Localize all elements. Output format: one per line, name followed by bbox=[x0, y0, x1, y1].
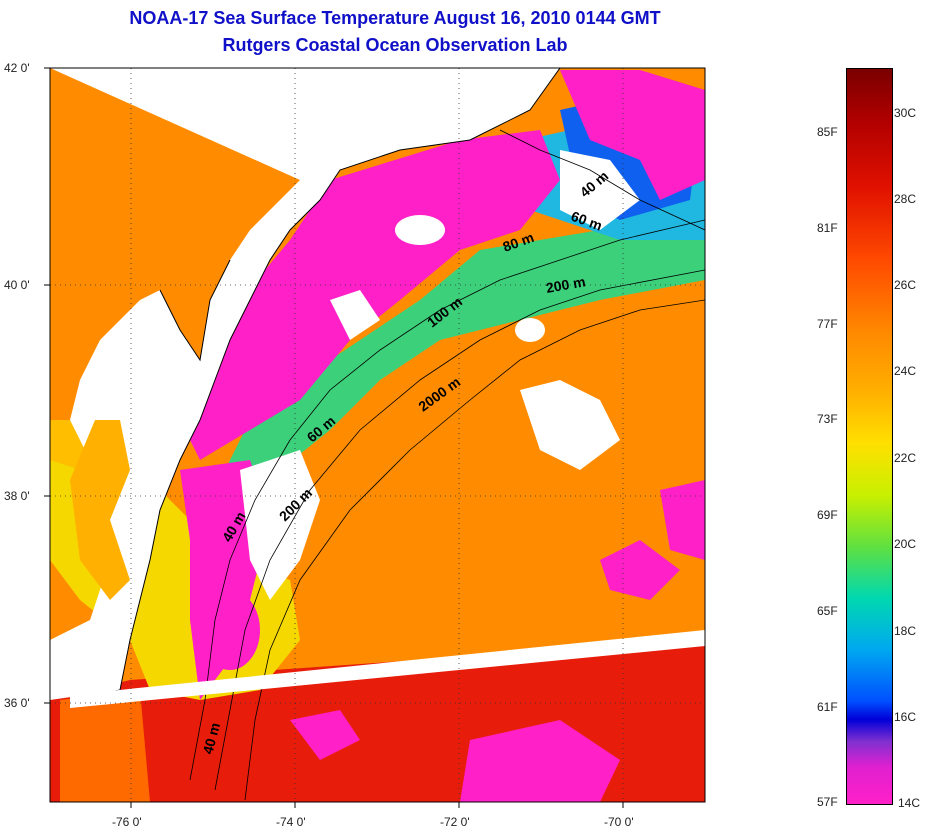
no-data-patch bbox=[520, 380, 620, 470]
lon-tick-label: -74 0' bbox=[276, 815, 306, 829]
bay-water bbox=[70, 420, 130, 600]
no-data-patch bbox=[560, 150, 640, 230]
lat-tick-label: 38 0' bbox=[4, 489, 30, 503]
lat-tick-label: 40 0' bbox=[4, 278, 30, 292]
shelf-transition-water bbox=[210, 200, 705, 520]
map-frame bbox=[49, 67, 706, 803]
colorbar-f-label: 81F bbox=[817, 221, 838, 235]
cloud-mask bbox=[600, 540, 680, 600]
cloud-mask bbox=[200, 590, 260, 670]
coastline bbox=[159, 259, 231, 362]
satellite-swath-gap bbox=[70, 630, 705, 708]
isobath-line bbox=[499, 129, 705, 231]
colorbar-c-label: 28C bbox=[894, 192, 917, 206]
colorbar-c-label: 18C bbox=[894, 624, 917, 638]
cloud-mask bbox=[180, 130, 560, 460]
no-data-patch bbox=[515, 318, 545, 342]
colorbar-f-label: 69F bbox=[817, 508, 838, 522]
isobath-line bbox=[214, 269, 705, 791]
colorbar-f-label: 65F bbox=[817, 604, 838, 618]
bay-warm-water bbox=[60, 690, 150, 802]
colorbar-f-label: 77F bbox=[817, 317, 838, 331]
colorbar-f-label: 73F bbox=[817, 412, 838, 426]
map-title: NOAA-17 Sea Surface Temperature August 1… bbox=[129, 8, 661, 28]
colorbar-f-label: 61F bbox=[817, 700, 838, 714]
no-data-patch bbox=[395, 215, 445, 245]
colorbar-c-label: 24C bbox=[894, 364, 917, 378]
isobath-label: 200 m bbox=[545, 273, 587, 296]
colorbar-c-label: 26C bbox=[894, 278, 917, 292]
graticule bbox=[50, 68, 705, 802]
cloud-mask bbox=[460, 720, 620, 802]
map-subtitle: Rutgers Coastal Ocean Observation Lab bbox=[222, 35, 568, 55]
colorbar-c-label: 16C bbox=[894, 710, 917, 724]
lat-tick-label: 42 0' bbox=[4, 61, 30, 75]
colorbar-f-label: 85F bbox=[817, 125, 838, 139]
colorbar-c-label: 30C bbox=[894, 106, 917, 120]
cloud-mask bbox=[660, 480, 705, 560]
no-data-patch bbox=[330, 290, 380, 340]
lon-tick-label: -70 0' bbox=[604, 815, 634, 829]
coastline bbox=[69, 68, 561, 701]
isobath-label: 40 m bbox=[199, 721, 223, 756]
isobath-line bbox=[244, 299, 705, 801]
colorbar-c-label: 14C bbox=[898, 796, 921, 810]
lon-tick-label: -76 0' bbox=[112, 815, 142, 829]
lon-tick-label: -72 0' bbox=[440, 815, 470, 829]
land-mass bbox=[50, 68, 560, 700]
isobath-line bbox=[189, 219, 705, 781]
colorbar-c-label: 20C bbox=[894, 537, 917, 551]
temperature-colorbar bbox=[846, 68, 893, 805]
lat-tick-label: 36 0' bbox=[4, 696, 30, 710]
cloud-mask bbox=[290, 710, 360, 760]
colorbar-f-label: 57F bbox=[817, 795, 838, 809]
no-data-patch bbox=[240, 450, 320, 600]
cloud-mask bbox=[560, 70, 705, 200]
colorbar-c-label: 22C bbox=[894, 451, 917, 465]
